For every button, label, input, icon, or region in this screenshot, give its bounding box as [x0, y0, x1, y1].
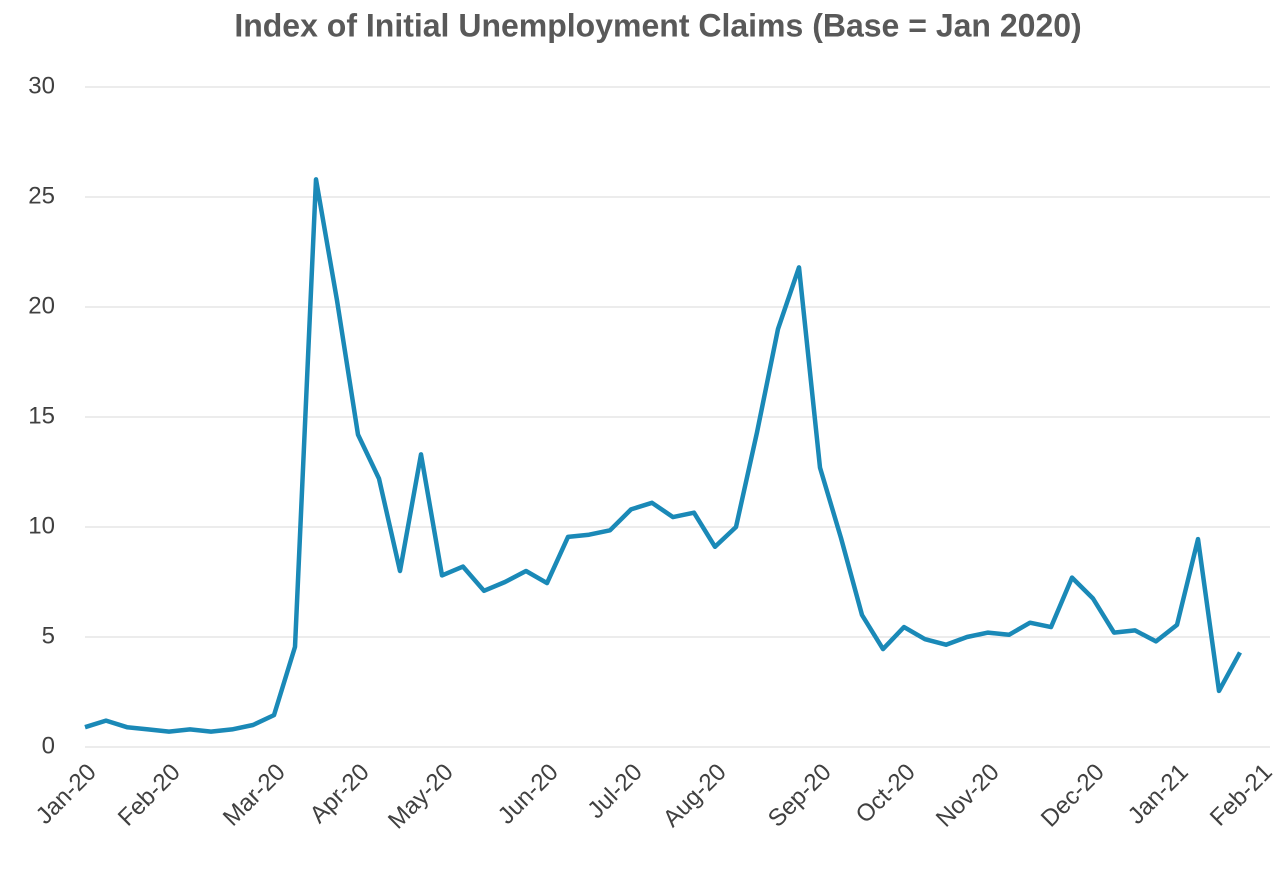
- chart-title: Index of Initial Unemployment Claims (Ba…: [234, 7, 1081, 43]
- x-tick-label: Feb-20: [113, 759, 186, 832]
- x-tick-label: Feb-21: [1205, 759, 1278, 832]
- x-tick-label: Apr-20: [305, 759, 375, 829]
- x-tick-label: Jan-20: [31, 759, 102, 830]
- y-tick-label: 10: [28, 512, 55, 539]
- y-tick-label: 30: [28, 72, 55, 99]
- y-tick-label: 0: [42, 732, 55, 759]
- x-tick-label: Jul-20: [582, 759, 647, 824]
- x-tick-label: Sep-20: [763, 759, 837, 833]
- x-tick-label: Jan-21: [1123, 759, 1194, 830]
- y-tick-label: 15: [28, 402, 55, 429]
- y-tick-label: 5: [42, 622, 55, 649]
- x-tick-label: Oct-20: [851, 759, 921, 829]
- y-tick-label: 20: [28, 292, 55, 319]
- x-tick-label: Jun-20: [493, 759, 564, 830]
- y-tick-label: 25: [28, 182, 55, 209]
- x-tick-label: Mar-20: [218, 759, 291, 832]
- line-series: [84, 177, 1242, 734]
- x-tick-label: Nov-20: [931, 759, 1005, 833]
- x-tick-label: Dec-20: [1036, 759, 1110, 833]
- x-tick-label: May-20: [383, 759, 459, 835]
- x-tick-label: Aug-20: [658, 759, 732, 833]
